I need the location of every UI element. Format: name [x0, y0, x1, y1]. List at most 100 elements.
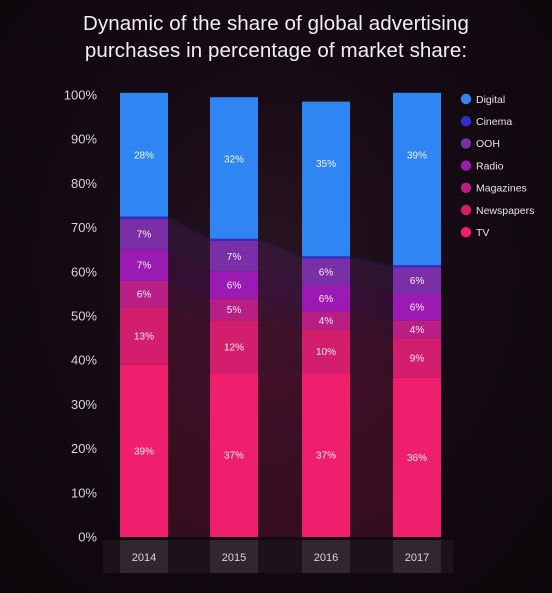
bar-segment-radio-2014: [120, 249, 168, 281]
bar-segment-ooh-2015: [210, 240, 258, 272]
bar-segment-ooh-2014: [120, 218, 168, 250]
data-label-tv-2017: 36%: [407, 453, 427, 464]
band-ooh-2014-2015: [168, 218, 210, 272]
data-label-ooh-2015: 7%: [227, 252, 242, 263]
band-tv-2016-2017: [350, 373, 393, 537]
bar-segment-radio-2017: [393, 293, 441, 321]
y-axis: 0% 10% 20% 30% 40% 50% 60% 70% 80% 90% 100%: [64, 88, 98, 545]
legend-item-tv: TV: [460, 227, 489, 239]
data-label-newspapers-2017: 9%: [410, 353, 425, 364]
y-tick-label-50-: 50%: [71, 309, 97, 324]
data-label-magazines-2014: 6%: [137, 289, 152, 300]
bar-segment-cinema-2017: [393, 265, 441, 268]
data-label-radio-2014: 7%: [137, 261, 152, 272]
band-radio-2015-2016: [258, 271, 302, 312]
legend-label-radio: Radio: [476, 160, 504, 172]
legend-label-magazines: Magazines: [476, 183, 527, 195]
legend-label-tv: TV: [476, 227, 489, 239]
x-tick-label-2014: 2014: [132, 552, 156, 564]
band-cinema-2016-2017: [350, 256, 393, 268]
band-magazines-2015-2016: [258, 298, 302, 330]
x-tick-label-2015: 2015: [222, 552, 246, 564]
data-label-newspapers-2014: 13%: [134, 331, 154, 342]
bar-segment-tv-2017: [393, 377, 441, 537]
bar-segment-newspapers-2016: [302, 329, 350, 374]
legend-swatch-tv: [460, 227, 472, 238]
band-newspapers-2015-2016: [258, 320, 302, 374]
data-label-tv-2014: 39%: [134, 446, 154, 457]
bar-segment-digital-2014: [120, 92, 168, 217]
y-tick-label-10-: 10%: [71, 485, 97, 500]
band-newspapers-2016-2017: [350, 329, 393, 378]
bar-segment-magazines-2016: [302, 311, 350, 330]
band-cinema-2015-2016: [258, 238, 302, 259]
legend-swatch-newspapers: [460, 204, 472, 216]
bar-segment-magazines-2014: [120, 280, 168, 308]
legend-item-ooh: OOH: [460, 138, 500, 150]
bars: 39% 13% 6% 7% 7% 28% 37% 12% 5% 6% 7% 32% 37% 10% 4% 6%…: [120, 92, 441, 537]
data-label-ooh-2016: 6%: [319, 267, 334, 278]
bar-2016: 37% 10% 4% 6% 6% 35%: [302, 101, 350, 537]
legend-label-cinema: Cinema: [476, 116, 512, 128]
y-tick-label-0-: 0%: [78, 530, 97, 545]
band-radio-2014-2015: [168, 249, 210, 299]
legend-item-cinema: Cinema: [460, 116, 512, 128]
y-tick-label-30-: 30%: [71, 397, 97, 412]
legend-item-digital: Digital: [460, 93, 505, 106]
x-tick-label-2017: 2017: [405, 552, 429, 564]
data-label-radio-2017: 6%: [410, 303, 425, 314]
bar-2014: 39% 13% 6% 7% 7% 28%: [120, 92, 168, 537]
data-label-ooh-2014: 7%: [137, 230, 152, 241]
y-tick-label-70-: 70%: [71, 220, 97, 235]
band-ooh-2016-2017: [350, 258, 393, 294]
x-axis: 2014 2015 2016 2017: [103, 540, 453, 573]
legend-swatch-radio: [460, 160, 472, 171]
data-label-digital-2014: 28%: [134, 150, 154, 161]
connector-bands: [168, 216, 393, 537]
band-radio-2016-2017: [350, 285, 393, 321]
band-magazines-2014-2015: [168, 280, 210, 321]
chart-title-line-2: purchases in percentage of market share:: [84, 39, 468, 62]
bar-segment-magazines-2017: [393, 320, 441, 339]
legend-item-newspapers: Newspapers: [460, 204, 534, 217]
bar-segment-ooh-2017: [393, 267, 441, 294]
legend-item-radio: Radio: [460, 160, 504, 172]
data-label-magazines-2016: 4%: [319, 316, 334, 327]
data-label-magazines-2017: 4%: [410, 325, 425, 336]
chart-title: Dynamic of the share of global advertisi…: [0, 10, 552, 64]
data-label-radio-2015: 6%: [227, 281, 242, 292]
data-label-tv-2016: 37%: [316, 451, 336, 462]
x-tick-label-2016: 2016: [314, 552, 338, 564]
legend-item-magazines: Magazines: [460, 182, 527, 195]
legend: Digital Cinema OOH Radio Magazines Newspapers…: [460, 93, 534, 239]
x-tick-cell-2016: [302, 540, 350, 573]
bar-segment-radio-2015: [210, 271, 258, 299]
bar-segment-tv-2016: [302, 373, 350, 537]
bar-segment-digital-2016: [302, 101, 350, 257]
legend-label-digital: Digital: [476, 94, 505, 106]
data-label-newspapers-2016: 10%: [316, 347, 336, 358]
bar-segment-cinema-2014: [120, 216, 168, 219]
legend-swatch-magazines: [460, 182, 472, 193]
x-tick-cell-2017: [393, 540, 441, 573]
band-ooh-2015-2016: [258, 240, 302, 286]
data-label-digital-2017: 39%: [407, 150, 427, 161]
data-label-magazines-2015: 5%: [227, 305, 242, 316]
y-tick-label-40-: 40%: [71, 353, 97, 368]
band-tv-2015-2016: [258, 373, 302, 537]
data-label-digital-2016: 35%: [316, 159, 336, 170]
bar-segment-magazines-2015: [210, 298, 258, 321]
y-tick-label-80-: 80%: [71, 176, 97, 191]
legend-swatch-digital: [460, 93, 472, 105]
x-tick-cell-2015: [210, 540, 258, 573]
data-label-digital-2015: 32%: [224, 155, 244, 166]
bar-segment-ooh-2016: [302, 258, 350, 286]
band-newspapers-2014-2015: [168, 307, 210, 374]
data-label-newspapers-2015: 12%: [224, 342, 244, 353]
bar-segment-cinema-2016: [302, 256, 350, 259]
legend-swatch-cinema: [460, 116, 472, 127]
bar-segment-newspapers-2017: [393, 338, 441, 378]
bar-segment-newspapers-2015: [210, 320, 258, 374]
band-tv-2014-2015: [168, 364, 210, 537]
